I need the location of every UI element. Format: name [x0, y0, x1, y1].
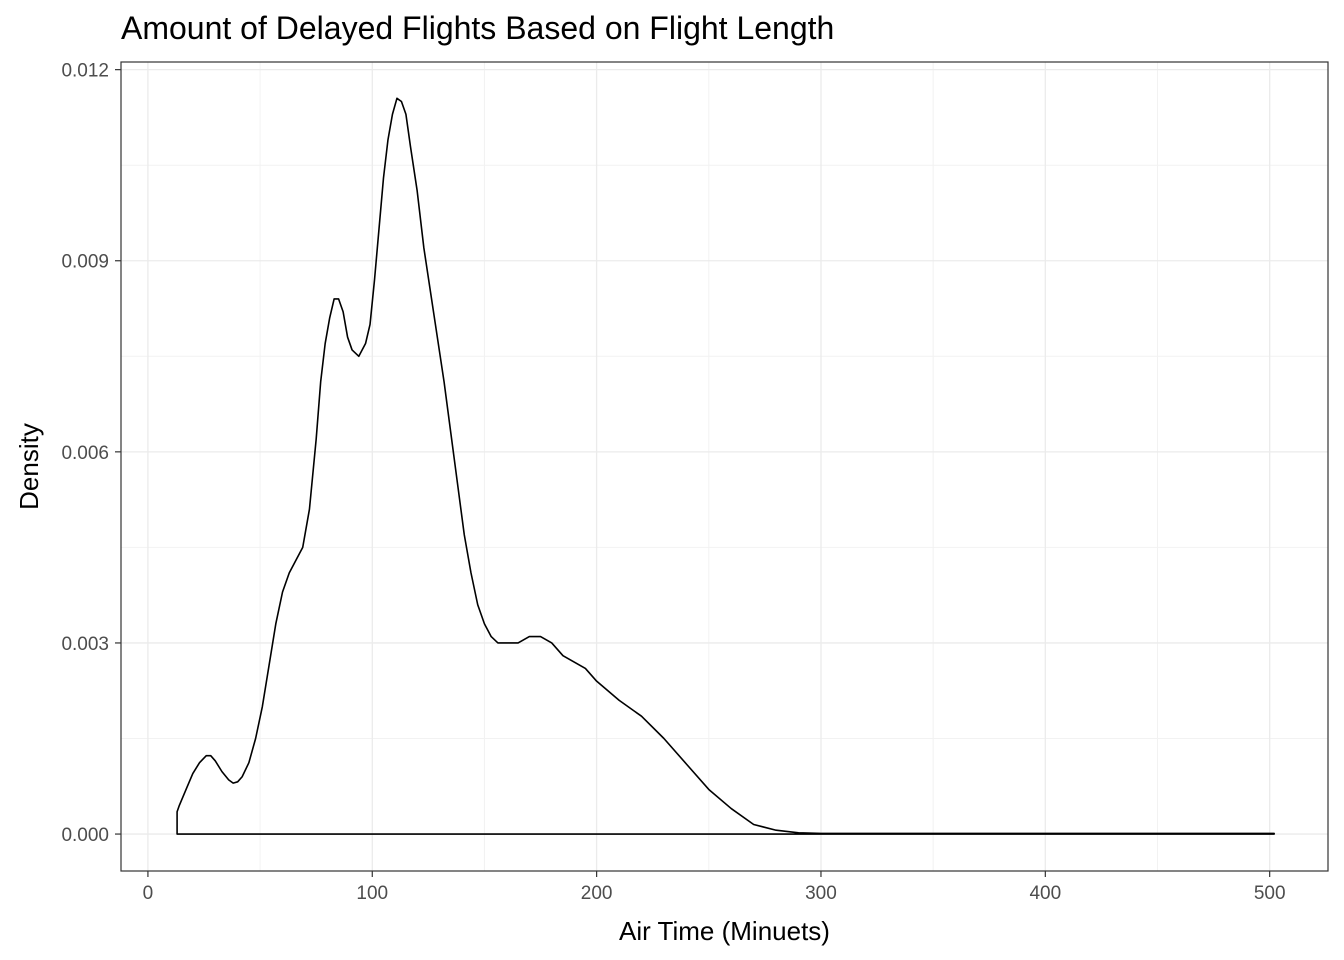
- y-tick-labels: 0.000 0.003 0.006 0.009 0.012: [61, 61, 109, 846]
- x-tick-label: 300: [805, 883, 837, 904]
- chart-title: Amount of Delayed Flights Based on Fligh…: [121, 10, 835, 46]
- axis-ticks: [115, 69, 1271, 877]
- grid-lines: [121, 62, 1328, 871]
- y-tick-label: 0.003: [61, 634, 109, 655]
- y-tick-label: 0.009: [61, 252, 109, 273]
- x-tick-labels: 0 100 200 300 400 500: [143, 883, 1286, 904]
- y-tick-label: 0.012: [61, 61, 109, 82]
- x-tick-label: 200: [581, 883, 613, 904]
- x-tick-label: 0: [143, 883, 154, 904]
- panel-border: [120, 61, 1329, 872]
- x-tick-label: 100: [356, 883, 388, 904]
- x-axis-title: Air Time (Minuets): [619, 916, 830, 946]
- x-tick-label: 500: [1254, 883, 1286, 904]
- density-curve: [176, 97, 1275, 835]
- x-tick-label: 400: [1029, 883, 1061, 904]
- density-area: [176, 97, 1275, 835]
- y-tick-label: 0.000: [61, 825, 109, 846]
- y-tick-label: 0.006: [61, 443, 109, 464]
- y-axis-title: Density: [14, 423, 44, 510]
